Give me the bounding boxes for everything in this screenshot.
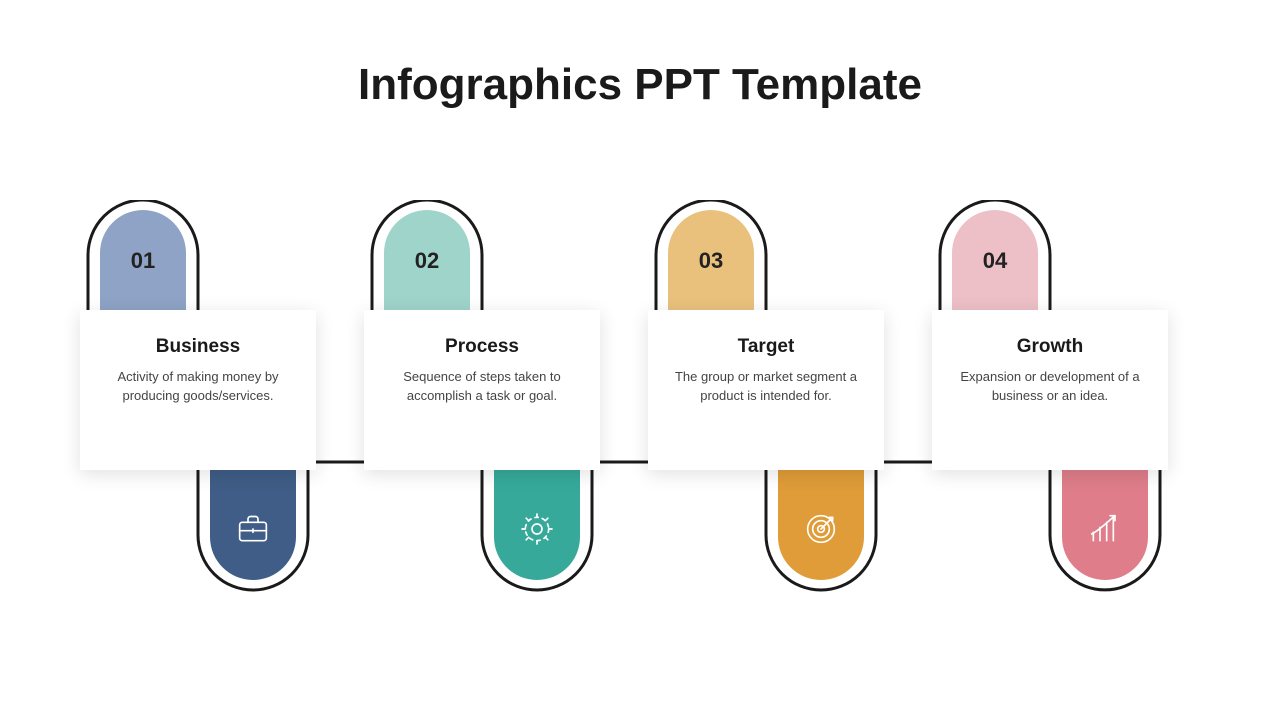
- icon-tab: [778, 460, 864, 580]
- card-title: Process: [382, 336, 582, 358]
- gear-icon: [517, 509, 557, 554]
- briefcase-icon: [233, 509, 273, 554]
- icon-tab: [494, 460, 580, 580]
- info-card: Process Sequence of steps taken to accomp…: [364, 310, 600, 470]
- icon-tab: [1062, 460, 1148, 580]
- step-number: 03: [699, 248, 723, 274]
- icon-tab: [210, 460, 296, 580]
- growth-icon: [1085, 509, 1125, 554]
- card-desc: Expansion or development of a business o…: [950, 368, 1150, 406]
- page-title: Infographics PPT Template: [0, 60, 1280, 110]
- infographic-stage: 01 Business Activity of making money by pr…: [80, 200, 1200, 620]
- info-card: Business Activity of making money by prod…: [80, 310, 316, 470]
- card-title: Growth: [950, 336, 1150, 358]
- card-title: Target: [666, 336, 866, 358]
- info-card: Growth Expansion or development of a busi…: [932, 310, 1168, 470]
- card-desc: Sequence of steps taken to accomplish a …: [382, 368, 582, 406]
- info-card: Target The group or market segment a prod…: [648, 310, 884, 470]
- card-desc: The group or market segment a product is…: [666, 368, 866, 406]
- card-title: Business: [98, 336, 298, 358]
- target-icon: [801, 509, 841, 554]
- card-desc: Activity of making money by producing go…: [98, 368, 298, 406]
- step-number: 04: [983, 248, 1007, 274]
- step-number: 02: [415, 248, 439, 274]
- step-number: 01: [131, 248, 155, 274]
